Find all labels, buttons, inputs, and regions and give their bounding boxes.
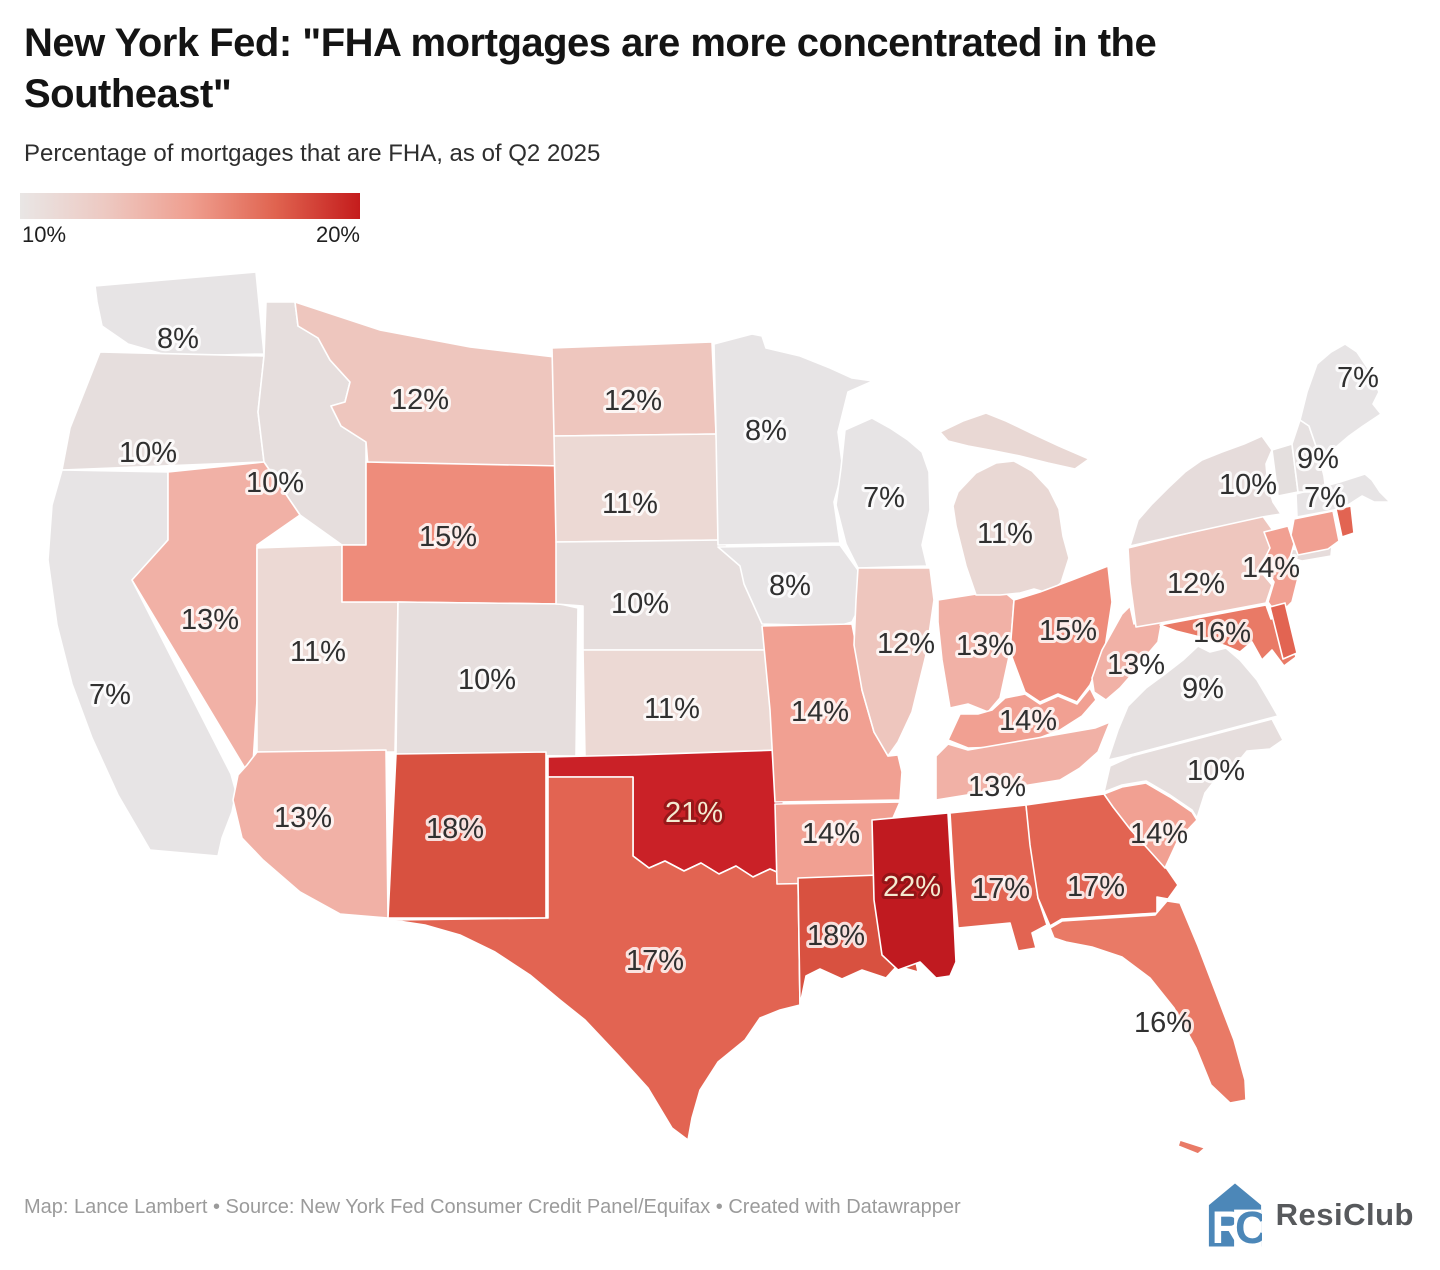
state-wi[interactable]	[835, 417, 931, 569]
chart-subtitle: Percentage of mortgages that are FHA, as…	[24, 140, 601, 167]
svg-text:R: R	[1211, 1202, 1244, 1248]
state-fl[interactable]	[1177, 1139, 1206, 1155]
state-label-ms: 22%	[883, 871, 941, 903]
legend-min-label: 10%	[22, 222, 67, 247]
state-label-ma: 7%	[1304, 482, 1346, 514]
color-legend: 10% 20%	[20, 193, 360, 248]
legend-labels: 10% 20%	[20, 222, 360, 248]
state-ma[interactable]	[1295, 473, 1391, 518]
state-label-co: 10%	[458, 664, 516, 696]
state-label-il: 12%	[877, 628, 935, 660]
state-mt[interactable]	[294, 301, 567, 467]
resiclub-house-icon: R C	[1208, 1183, 1262, 1248]
state-label-mn: 8%	[745, 415, 787, 447]
state-label-pa: 12%	[1167, 568, 1225, 600]
state-sc[interactable]	[1103, 782, 1198, 869]
footer-credit: Map: Lance Lambert • Source: New York Fe…	[24, 1196, 961, 1218]
state-wa[interactable]	[94, 271, 265, 357]
chart-title: New York Fed: "FHA mortgages are more co…	[24, 21, 1157, 117]
state-label-wa: 8%	[157, 323, 199, 355]
legend-gradient-bar	[20, 193, 360, 219]
state-label-sc: 14%	[1130, 818, 1188, 850]
state-label-wy: 15%	[419, 521, 477, 553]
state-label-in: 13%	[956, 630, 1014, 662]
state-ri[interactable]	[1335, 505, 1355, 538]
state-label-az: 13%	[274, 802, 332, 834]
state-de[interactable]	[1269, 602, 1298, 660]
state-label-nm: 18%	[426, 813, 484, 845]
resiclub-logo: R C ResiClub	[1208, 1182, 1414, 1248]
state-label-nv: 13%	[181, 604, 239, 636]
state-label-sd: 11%	[602, 488, 658, 520]
state-me[interactable]	[1299, 343, 1382, 465]
state-label-ks: 11%	[644, 693, 700, 725]
state-label-ut: 11%	[290, 636, 346, 668]
state-label-ga: 17%	[1067, 871, 1125, 903]
state-label-tn: 13%	[968, 771, 1026, 803]
state-label-mt: 12%	[391, 384, 449, 416]
state-il[interactable]	[853, 567, 935, 757]
state-label-ny: 10%	[1219, 469, 1277, 501]
state-mi[interactable]	[952, 460, 1070, 596]
state-label-ok: 21%	[665, 797, 723, 829]
state-label-or: 10%	[119, 437, 177, 469]
state-label-ne: 10%	[611, 588, 669, 620]
state-label-ia: 8%	[769, 570, 811, 602]
state-ms[interactable]	[871, 812, 957, 979]
state-label-ar: 14%	[802, 818, 860, 850]
state-mi[interactable]	[939, 412, 1090, 470]
state-label-nh: 9%	[1297, 443, 1339, 475]
state-nc[interactable]	[1103, 718, 1284, 819]
state-label-wv: 13%	[1107, 649, 1165, 681]
state-label-ky: 14%	[999, 705, 1057, 737]
state-label-ca: 7%	[89, 679, 131, 711]
state-label-va: 9%	[1182, 673, 1224, 705]
state-labels-layer: 8% 10% 7% 10% 13% 11% 13% 12% 15% 10% 18% 12% 11% 10%…	[86, 320, 1382, 1042]
state-label-tx: 17%	[626, 945, 684, 977]
state-label-id: 10%	[246, 467, 304, 499]
states-layer	[47, 271, 1391, 1155]
state-tx[interactable]	[391, 776, 801, 1141]
state-label-wi: 7%	[863, 482, 905, 514]
state-co[interactable]	[395, 601, 579, 757]
state-va[interactable]	[1107, 645, 1279, 761]
svg-text:C: C	[1235, 1202, 1262, 1248]
legend-max-label: 20%	[315, 222, 360, 247]
state-label-mi: 11%	[977, 518, 1033, 550]
state-label-al: 17%	[972, 873, 1030, 905]
state-ny[interactable]	[1129, 435, 1282, 547]
state-label-fl: 16%	[1134, 1007, 1192, 1039]
state-tn[interactable]	[935, 721, 1111, 801]
resiclub-logo-text: ResiClub	[1275, 1197, 1414, 1232]
state-label-me: 7%	[1337, 362, 1379, 394]
state-label-oh: 15%	[1039, 615, 1097, 647]
state-label-nj: 14%	[1242, 552, 1300, 584]
state-label-nd: 12%	[604, 385, 662, 417]
state-fl[interactable]	[1049, 900, 1247, 1104]
state-az[interactable]	[232, 749, 389, 919]
state-label-la: 18%	[807, 920, 865, 952]
state-pa[interactable]	[1127, 514, 1282, 628]
state-label-md: 16%	[1193, 617, 1251, 649]
state-label-nc: 10%	[1187, 755, 1245, 787]
state-label-mo: 14%	[791, 696, 849, 728]
state-mn[interactable]	[713, 333, 874, 546]
state-oh[interactable]	[1009, 565, 1113, 703]
